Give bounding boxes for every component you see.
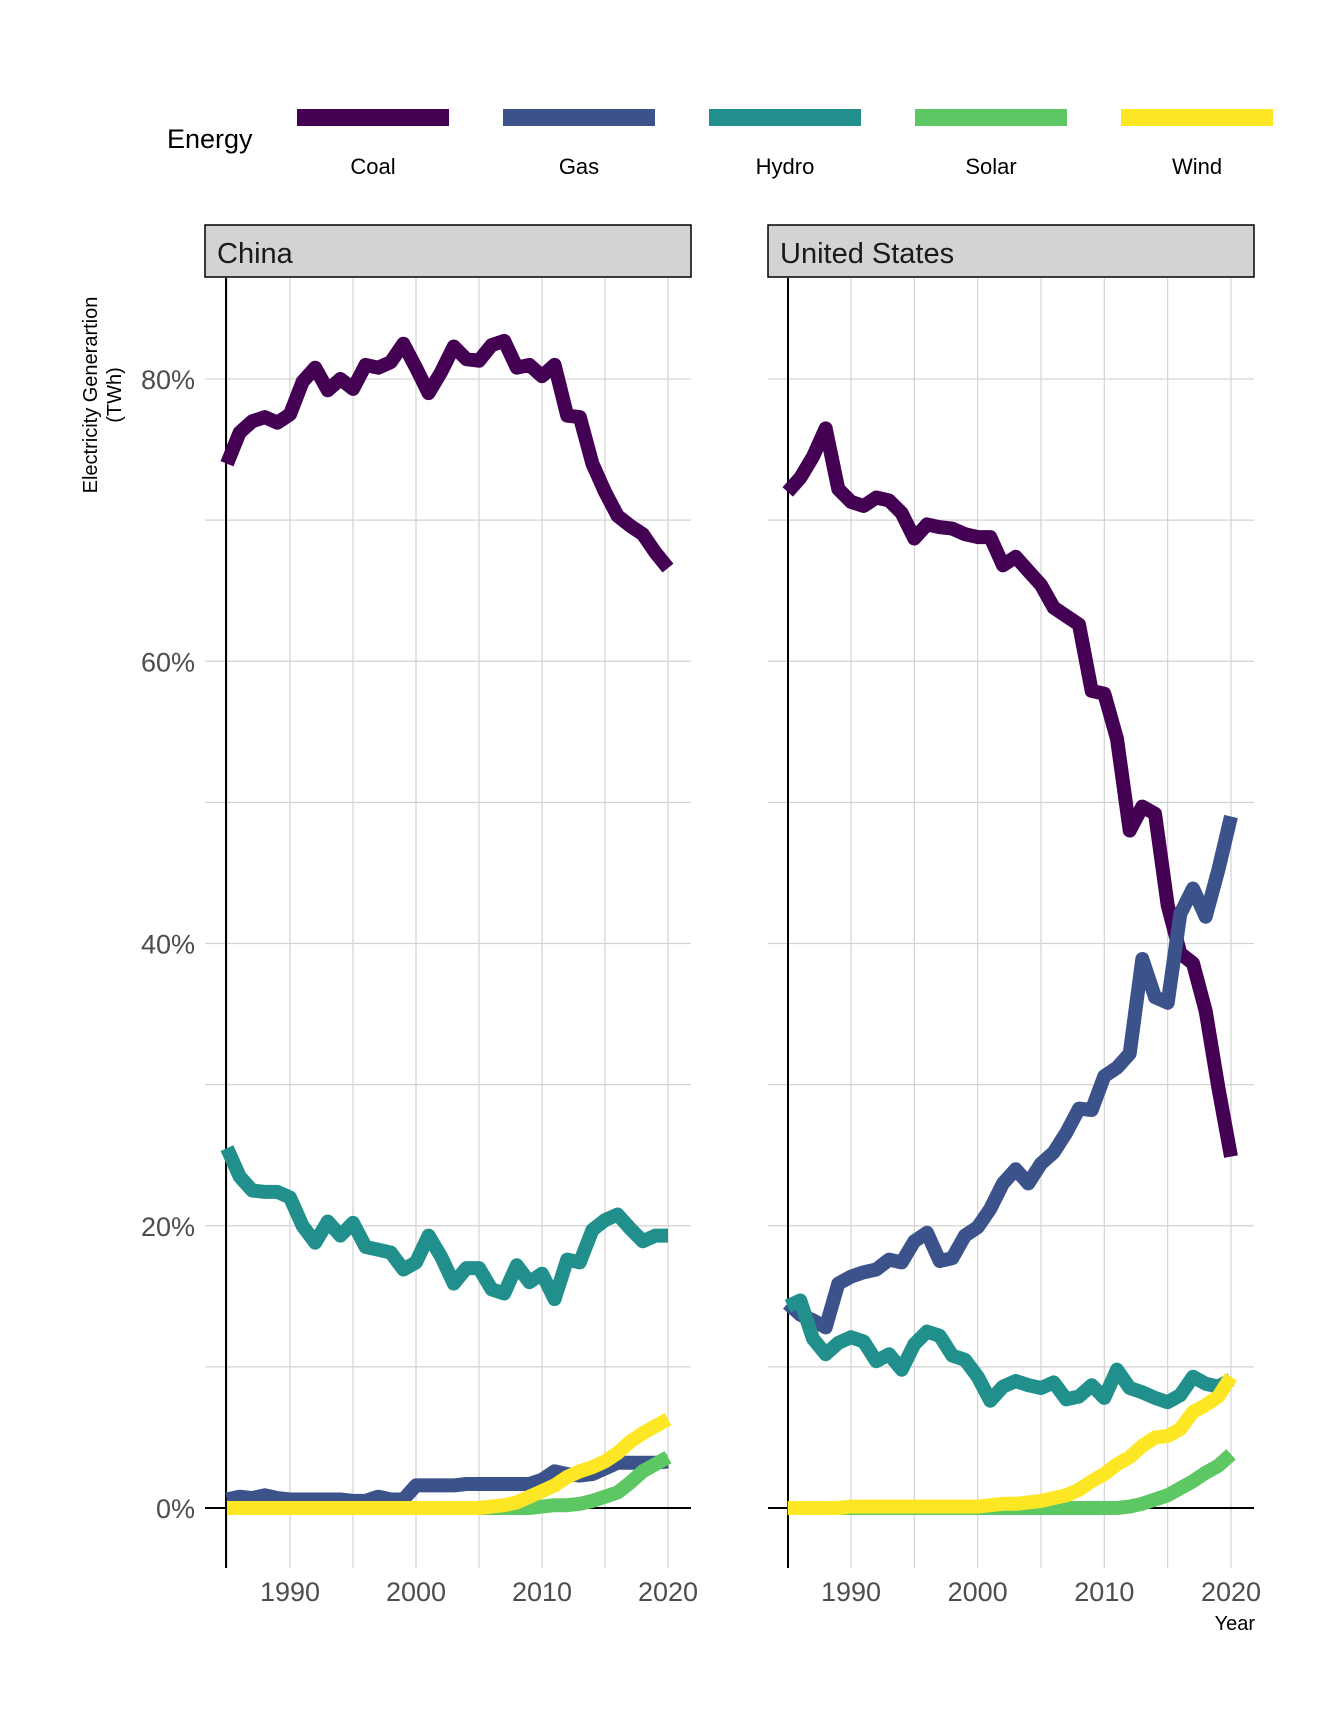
y-tick-label-80: 80% xyxy=(141,365,195,395)
legend-label-solar: Solar xyxy=(965,154,1016,179)
y-axis-title: Electricity Generartion (TWh) xyxy=(80,297,126,494)
strip-united-states: United States xyxy=(767,224,1255,278)
panel-united-states: United States 1990 2000 2010 2020 xyxy=(767,224,1261,1607)
series-group xyxy=(782,421,1238,1515)
y-tick-label-0: 0% xyxy=(156,1494,195,1524)
series-line-china-wind xyxy=(227,1412,672,1515)
legend-label-coal: Coal xyxy=(350,154,395,179)
legend-label-hydro: Hydro xyxy=(756,154,815,179)
strip-label: United States xyxy=(780,238,954,270)
legend-key-hydro xyxy=(709,109,861,126)
legend: Energy Coal Gas Hydro Solar Wind xyxy=(167,109,1273,179)
y-tick-label-20: 20% xyxy=(141,1212,195,1242)
y-tick-label-40: 40% xyxy=(141,930,195,960)
legend-label-gas: Gas xyxy=(559,154,599,179)
series-line-united-states-hydro xyxy=(784,1293,1235,1410)
gridlines xyxy=(205,278,691,1568)
panel-china: China 1990 2000 2010 2020 0% 20% 40% 60% 80% xyxy=(141,224,698,1607)
x-tick-label-1990: 1990 xyxy=(821,1577,881,1607)
x-tick-label-1990: 1990 xyxy=(260,1577,320,1607)
strip-background xyxy=(204,224,692,278)
strip-china: China xyxy=(204,224,692,278)
x-axis-title: Year xyxy=(1215,1613,1256,1635)
series-line-china-coal xyxy=(220,333,674,573)
y-axis-title-line-2: (TWh) xyxy=(104,367,126,423)
legend-item-hydro: Hydro xyxy=(709,109,861,179)
series-line-united-states-gas xyxy=(783,814,1238,1335)
x-tick-label-2020: 2020 xyxy=(1201,1577,1261,1607)
y-tick-label-60: 60% xyxy=(141,647,195,677)
series-line-united-states-wind xyxy=(787,1373,1237,1515)
legend-item-wind: Wind xyxy=(1121,109,1273,179)
legend-key-wind xyxy=(1121,109,1273,126)
y-axis-title-line-1: Electricity Generartion xyxy=(80,297,102,494)
strip-background xyxy=(767,224,1255,278)
x-tick-label-2010: 2010 xyxy=(512,1577,572,1607)
series-group xyxy=(220,333,674,1515)
legend-key-solar xyxy=(915,109,1067,126)
legend-item-coal: Coal xyxy=(297,109,449,179)
legend-title: Energy xyxy=(167,124,253,154)
x-tick-label-2020: 2020 xyxy=(638,1577,698,1607)
legend-item-solar: Solar xyxy=(915,109,1067,179)
legend-key-gas xyxy=(503,109,655,126)
legend-item-gas: Gas xyxy=(503,109,655,179)
series-line-united-states-coal xyxy=(782,421,1238,1158)
legend-key-coal xyxy=(297,109,449,126)
legend-label-wind: Wind xyxy=(1172,154,1222,179)
x-tick-label-2010: 2010 xyxy=(1074,1577,1134,1607)
x-tick-label-2000: 2000 xyxy=(948,1577,1008,1607)
series-line-china-hydro xyxy=(220,1145,668,1307)
strip-label: China xyxy=(217,238,294,270)
x-tick-label-2000: 2000 xyxy=(386,1577,446,1607)
